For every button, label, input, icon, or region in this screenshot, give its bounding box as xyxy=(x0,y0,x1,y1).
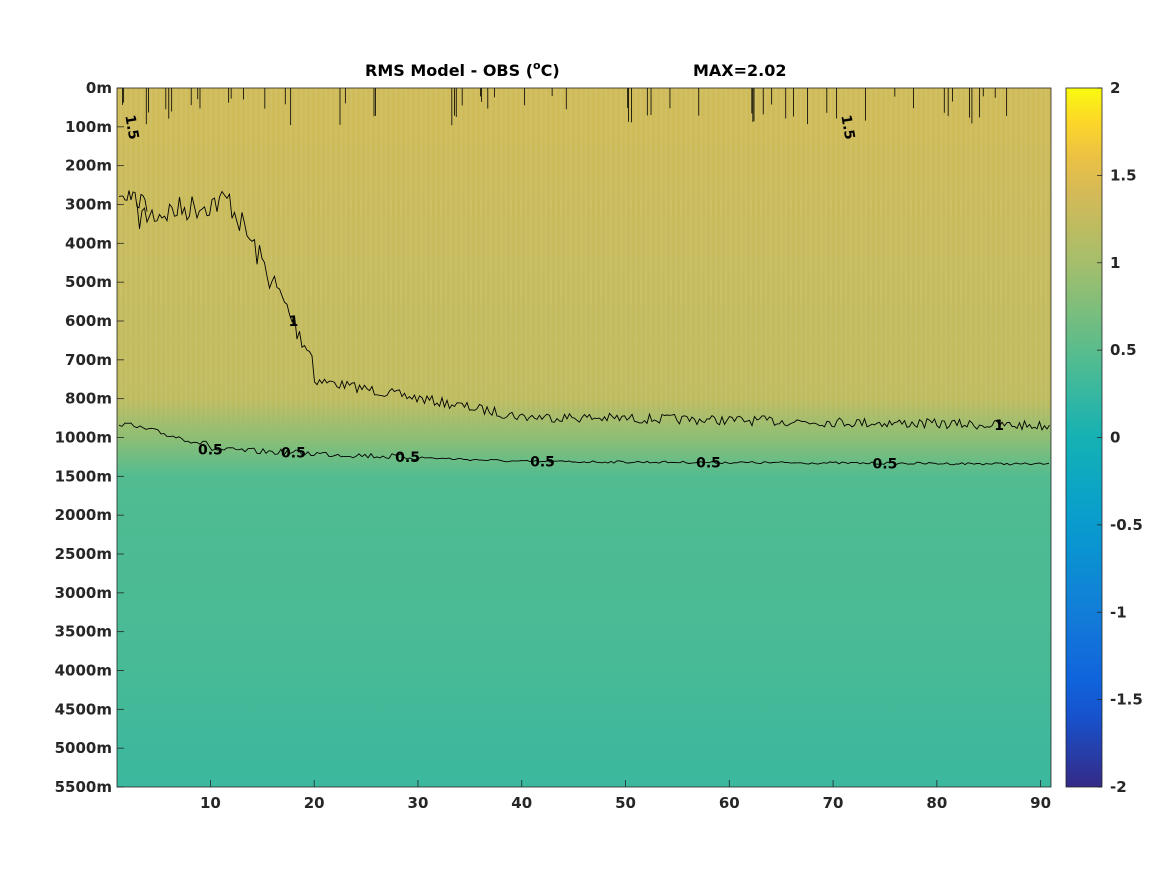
contour-line-0-5 xyxy=(118,422,1050,466)
y-tick-label: 600m xyxy=(65,312,112,330)
y-tick-label: 300m xyxy=(65,196,112,214)
x-tick-label: 60 xyxy=(719,794,740,812)
y-tick-label: 4500m xyxy=(55,700,112,718)
contour-label-1: 1 xyxy=(994,418,1004,434)
x-tick-label: 50 xyxy=(615,794,636,812)
y-tick-label: 1000m xyxy=(55,429,112,447)
colorbar-tick-label: 1.5 xyxy=(1110,166,1137,184)
y-tick-label: 800m xyxy=(65,390,112,408)
colorbar-tick-label: -1.5 xyxy=(1110,691,1143,709)
contour-line-1-edge xyxy=(118,190,148,212)
x-tick-label: 30 xyxy=(408,794,429,812)
max-value-label: MAX=2.02 xyxy=(693,61,787,80)
y-tick-label: 500m xyxy=(65,273,112,291)
y-tick-label: 2000m xyxy=(55,506,112,524)
plot-area: 1 1 0.5 0.5 0.5 0.5 0.5 0.5 1.5 1.5 xyxy=(116,87,1052,788)
colorbar-tick-label: 0.5 xyxy=(1110,341,1137,359)
y-tick-label: 5500m xyxy=(55,778,112,796)
colorbar-gradient xyxy=(1065,87,1103,788)
y-tick-label: 5000m xyxy=(55,739,112,757)
y-tick-label: 1500m xyxy=(55,467,112,485)
contour-label-1-5: 1.5 xyxy=(837,114,857,141)
y-tick-label: 0m xyxy=(86,79,112,97)
heatmap-texture xyxy=(117,88,1051,787)
y-tick-label: 3500m xyxy=(55,623,112,641)
colorbar-ticks: 2 1.5 1 0.5 0 -0.5 -1 -1.5 -2 xyxy=(1097,79,1143,796)
contour-label-0-5: 0.5 xyxy=(530,455,555,471)
colorbar-tick-label: -1 xyxy=(1110,603,1127,621)
contour-line-1 xyxy=(136,190,1050,432)
y-tick-label: 200m xyxy=(65,157,112,175)
contour-lines xyxy=(118,88,1050,466)
x-tick-label: 40 xyxy=(511,794,532,812)
contour-label-1: 1 xyxy=(289,314,299,330)
chart-title: RMS Model - OBS (oC) xyxy=(365,59,560,80)
x-tick-label: 90 xyxy=(1030,794,1051,812)
y-tick-label: 2500m xyxy=(55,545,112,563)
colorbar-tick-label: -2 xyxy=(1110,778,1127,796)
colorbar-tick-label: 0 xyxy=(1110,429,1120,447)
y-tick-label: 3000m xyxy=(55,584,112,602)
contour-label-0-5: 0.5 xyxy=(198,443,223,459)
contour-label-0-5: 0.5 xyxy=(696,455,721,471)
x-axis-ticks: 10 20 30 40 50 60 70 80 90 xyxy=(200,780,1051,812)
contour-label-1-5: 1.5 xyxy=(121,114,141,141)
colorbar-tick-label: 2 xyxy=(1110,79,1120,97)
contour-labels: 1 1 0.5 0.5 0.5 0.5 0.5 0.5 1.5 1.5 xyxy=(121,114,1004,473)
colorbar-tick-label: -0.5 xyxy=(1110,516,1143,534)
contour-label-0-5: 0.5 xyxy=(281,446,306,462)
x-tick-label: 70 xyxy=(823,794,844,812)
contour-label-0-5: 0.5 xyxy=(873,456,898,472)
x-tick-label: 20 xyxy=(304,794,325,812)
y-tick-label: 4000m xyxy=(55,662,112,680)
y-axis-ticks: 0m 100m 200m 300m 400m 500m 600m 700m 800m 1000m 1… xyxy=(55,79,124,796)
x-tick-label: 80 xyxy=(926,794,947,812)
colorbar-tick-label: 1 xyxy=(1110,254,1120,272)
y-tick-label: 700m xyxy=(65,351,112,369)
y-tick-label: 100m xyxy=(65,118,112,136)
colorbar: 2 1.5 1 0.5 0 -0.5 -1 -1.5 -2 xyxy=(1065,79,1143,796)
contour-label-0-5: 0.5 xyxy=(395,450,420,466)
y-tick-label: 400m xyxy=(65,234,112,252)
x-tick-label: 10 xyxy=(200,794,221,812)
